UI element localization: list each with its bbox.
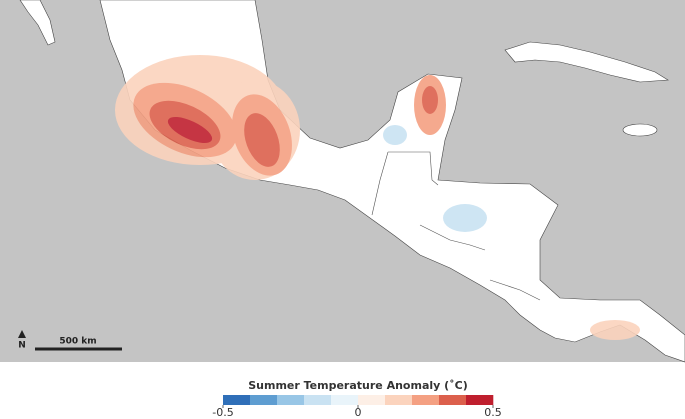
colorbar-bin	[331, 395, 359, 405]
tick-label: -0.5	[212, 406, 233, 419]
north-arrow	[18, 330, 26, 338]
colorbar-bin	[439, 395, 467, 405]
scale-label: 500 km	[59, 337, 96, 347]
colorbar-bin	[385, 395, 413, 405]
colorbar-bin	[250, 395, 278, 405]
colorbar-bin	[358, 395, 386, 405]
colorbar-bin	[223, 395, 251, 405]
colorbar-bin	[466, 395, 494, 405]
anomaly-overlay	[115, 55, 640, 340]
tick-label: 0.5	[484, 406, 502, 419]
tick-label: 0	[355, 406, 362, 419]
colorbar-bin	[412, 395, 440, 405]
colorbar-bin	[304, 395, 332, 405]
legend-title: Summer Temperature Anomaly (˚C)	[248, 379, 468, 392]
colorbar-bin	[277, 395, 305, 405]
north-label: N	[18, 341, 26, 351]
borders	[371, 151, 541, 301]
